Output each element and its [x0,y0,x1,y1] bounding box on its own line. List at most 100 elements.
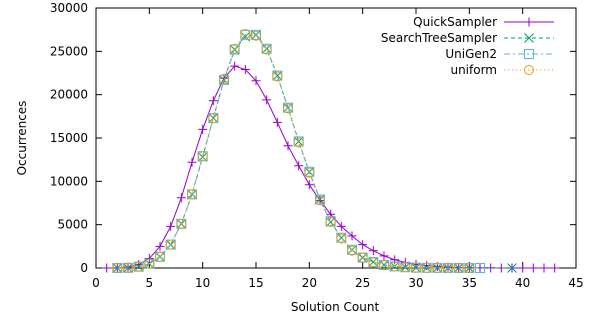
y-tick-label: 20000 [50,88,88,102]
data-point [411,262,421,273]
y-tick-label: 30000 [50,1,88,15]
series-uniform [112,29,475,273]
data-point [528,263,538,273]
data-point [368,246,378,256]
data-point [379,260,389,271]
series-layer [102,29,560,273]
data-point [518,263,528,273]
data-point [176,218,187,229]
data-point [368,257,379,268]
data-point [347,245,357,256]
data-point [240,65,250,75]
data-point [325,217,336,228]
data-point [155,251,165,262]
x-tick-label: 0 [92,276,100,290]
data-point [176,193,186,203]
data-point [421,262,432,273]
x-tick-label: 45 [568,276,583,290]
data-point [400,262,411,273]
data-point [251,76,261,86]
data-point [283,103,293,114]
data-point [219,74,229,85]
data-point [379,251,389,261]
data-point [262,95,272,105]
x-tick-label: 30 [408,276,423,290]
data-point [112,263,123,273]
data-point [443,262,453,272]
legend: QuickSampler SearchTreeSampler UniGen2 unif… [381,15,554,77]
x-tick-label: 20 [302,276,317,290]
y-tick-label: 5000 [57,218,88,232]
data-point [102,263,112,273]
legend-marker [524,33,534,43]
data-point [336,233,347,244]
data-point [272,117,282,127]
data-point [443,262,453,273]
data-point [165,239,176,250]
data-point [390,255,400,265]
data-point [197,151,208,162]
series-line [117,33,470,269]
data-point [293,137,304,148]
data-point [240,29,251,39]
x-tick-label: 10 [195,276,210,290]
x-tick-label: 40 [515,276,530,290]
data-point [251,30,261,41]
legend-label: uniform [450,63,497,77]
y-tick-label: 10000 [50,174,88,188]
x-tick-label: 25 [355,276,370,290]
y-tick-label: 25000 [50,44,88,58]
data-point [230,61,240,71]
data-point [507,263,517,273]
data-point [134,260,144,270]
series-line [117,34,481,269]
data-point [229,43,240,54]
data-point [422,261,432,271]
data-point [539,263,549,273]
data-point [187,189,197,200]
data-point [357,252,368,263]
x-tick-label: 15 [248,276,263,290]
series-unigen2 [112,29,485,273]
x-axis: 0 5 10 15 20 25 30 35 40 45 [92,8,584,290]
data-point [550,263,560,273]
data-point [208,113,219,124]
x-tick-label: 5 [146,276,154,290]
data-point [304,180,314,190]
legend-label: SearchTreeSampler [381,31,497,45]
data-point [166,221,176,231]
legend-marker [524,17,534,27]
data-point [123,262,133,273]
data-point [358,240,368,250]
legend-marker [524,65,534,75]
x-tick-label: 35 [462,276,477,290]
legend-label: QuickSampler [413,15,497,29]
y-tick-label: 0 [80,261,88,275]
data-point [144,253,154,263]
data-point [347,231,357,241]
data-point [475,263,485,273]
data-point [187,157,197,167]
data-point [133,261,144,272]
data-point [336,221,346,231]
data-point [432,262,443,273]
data-point [389,261,400,272]
data-point [315,195,325,206]
data-point [198,124,208,134]
data-point [283,141,293,151]
series-quicksampler [102,61,560,273]
legend-label: UniGen2 [445,47,497,61]
data-point [272,71,283,82]
legend-marker [524,49,534,59]
data-point [304,167,315,178]
y-axis-title: Occurrences [15,101,29,176]
data-point [208,96,218,106]
data-point [464,262,475,273]
y-tick-label: 15000 [50,131,88,145]
data-point [453,262,464,273]
data-point [155,241,165,251]
x-axis-title: Solution Count [291,300,380,314]
data-point [261,44,272,55]
data-point [144,258,155,269]
